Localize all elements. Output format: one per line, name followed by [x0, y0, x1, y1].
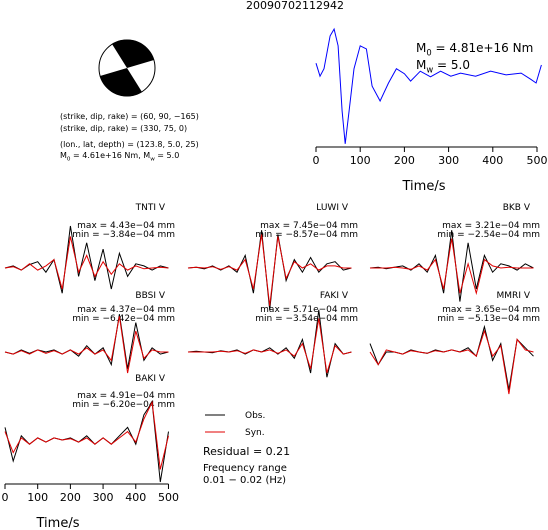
x-tick-label: 500 — [158, 491, 179, 504]
x-tick-label: 0 — [2, 491, 9, 504]
amplitude-label: max = 5.71e−04 mm — [260, 305, 358, 315]
text-segment: M — [416, 41, 426, 55]
trace — [369, 230, 534, 302]
annotation: Mw = 5.0 — [416, 58, 470, 75]
x-tick-label: 100 — [27, 491, 48, 504]
text-segment: M — [416, 58, 426, 72]
x-axis-label: Time/s — [402, 179, 446, 194]
station-label: MMRI V — [497, 291, 531, 301]
trace — [4, 225, 169, 294]
amplitude-label: max = 7.45e−04 mm — [260, 221, 358, 231]
x-tick-label: 400 — [125, 491, 146, 504]
annotation: M0 = 4.81e+16 Nm — [416, 41, 533, 58]
frequency: 0.01 − 0.02 (Hz) — [203, 475, 286, 486]
figure-title: 20090702112942 — [246, 0, 344, 12]
amplitude-label: min = −2.54e−04 mm — [437, 230, 540, 240]
x-tick-label: 200 — [394, 154, 415, 167]
residual: Residual = 0.21 — [203, 445, 290, 458]
amplitude-label: max = 4.91e−04 mm — [77, 391, 175, 401]
amplitude-label: max = 3.65e−04 mm — [442, 305, 540, 315]
x-axis-label: Time/s — [36, 516, 80, 530]
trace — [4, 400, 169, 470]
amplitude-label: max = 4.43e−04 mm — [77, 221, 175, 231]
amplitude-label: min = −3.84e−04 mm — [72, 230, 175, 240]
trace — [369, 324, 534, 390]
station-label: BAKI V — [135, 374, 166, 384]
subscript: w — [426, 65, 433, 75]
amplitude-label: min = −5.13e−04 mm — [437, 314, 540, 324]
subscript: 0 — [426, 48, 431, 58]
beachball — [98, 39, 156, 97]
x-tick-label: 0 — [313, 154, 320, 167]
x-tick-label: 400 — [482, 154, 503, 167]
trace — [4, 400, 169, 483]
trace — [4, 236, 169, 290]
subscript: w — [150, 156, 155, 162]
text-segment: M — [60, 151, 67, 160]
text-segment: = 4.81e+16 Nm — [432, 41, 534, 55]
x-tick-label: 500 — [527, 154, 548, 167]
amplitude-label: max = 3.21e−04 mm — [442, 221, 540, 231]
text-segment: = 4.61e+16 Nm, M — [70, 151, 150, 160]
trace — [4, 316, 169, 374]
x-tick-label: 300 — [93, 491, 114, 504]
station-label: FAKI V — [320, 291, 349, 301]
trace — [315, 27, 542, 144]
amplitude-label: min = −6.42e−04 mm — [72, 314, 175, 324]
mechanism-text: (strike, dip, rake) = (330, 75, 0) — [60, 124, 187, 133]
moment-text: M0 = 4.61e+16 Nm, Mw = 5.0 — [60, 151, 179, 162]
station-label: TNTI V — [135, 203, 166, 213]
amplitude-label: max = 4.37e−04 mm — [77, 305, 175, 315]
trace — [370, 238, 534, 296]
x-tick-label: 300 — [438, 154, 459, 167]
station-label: BKB V — [503, 203, 531, 213]
x-tick-label: 100 — [350, 154, 371, 167]
station-label: BBSI V — [135, 291, 165, 301]
legend-label: Syn. — [245, 428, 265, 438]
amplitude-label: min = −6.20e−04 mm — [72, 400, 175, 410]
trace — [369, 329, 534, 395]
mechanism-text: (lon., lat, depth) = (123.8, 5.0, 25) — [60, 140, 199, 149]
frequency: Frequency range — [203, 463, 287, 474]
text-segment: = 5.0 — [433, 58, 470, 72]
legend-label: Obs. — [245, 411, 265, 421]
trace — [188, 318, 352, 374]
text-segment: = 5.0 — [155, 151, 180, 160]
mechanism-text: (strike, dip, rake) = (60, 90, −165) — [60, 112, 199, 121]
station-label: LUWI V — [316, 203, 349, 213]
trace — [187, 234, 352, 306]
x-tick-label: 200 — [60, 491, 81, 504]
subscript: 0 — [67, 156, 71, 162]
amplitude-label: min = −3.54e−04 mm — [255, 314, 358, 324]
amplitude-label: min = −8.57e−04 mm — [255, 230, 358, 240]
